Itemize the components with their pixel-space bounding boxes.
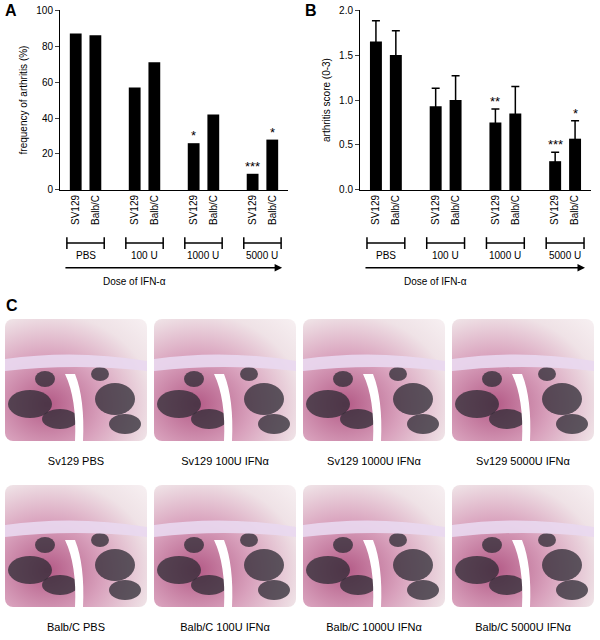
svg-text:*: * <box>270 125 275 140</box>
svg-text:1000 U: 1000 U <box>489 250 521 261</box>
svg-text:Balb/C: Balb/C <box>267 195 278 225</box>
svg-text:100: 100 <box>36 5 53 16</box>
svg-text:PBS: PBS <box>76 250 96 261</box>
svg-text:0.0: 0.0 <box>339 184 353 195</box>
svg-text:1.5: 1.5 <box>339 50 353 61</box>
svg-text:PBS: PBS <box>376 250 396 261</box>
svg-text:***: *** <box>548 137 563 152</box>
svg-text:B: B <box>305 2 317 19</box>
svg-text:100 U: 100 U <box>432 250 459 261</box>
svg-text:SV129: SV129 <box>549 195 560 225</box>
svg-text:5000 U: 5000 U <box>549 250 581 261</box>
html-text:Sv129 PBS: Sv129 PBS <box>47 455 105 467</box>
svg-text:*: * <box>191 128 196 143</box>
svg-text:Balb/C: Balb/C <box>450 195 461 225</box>
html-text:Balb/C 5000U IFNα: Balb/C 5000U IFNα <box>475 621 571 633</box>
svg-text:2.0: 2.0 <box>339 5 353 16</box>
svg-text:Balb/C: Balb/C <box>90 195 101 225</box>
svg-text:0: 0 <box>47 184 53 195</box>
svg-text:0.5: 0.5 <box>339 139 353 150</box>
svg-text:60: 60 <box>42 77 54 88</box>
svg-text:Balb/C: Balb/C <box>149 195 160 225</box>
svg-text:Dose of IFN-α: Dose of IFN-α <box>404 276 467 287</box>
html-text:Sv129 1000U IFNα: Sv129 1000U IFNα <box>327 455 421 467</box>
svg-text:Balb/C: Balb/C <box>569 195 580 225</box>
svg-text:SV129: SV129 <box>247 195 258 225</box>
svg-text:arthritis score (0-3): arthritis score (0-3) <box>321 58 332 142</box>
svg-text:Dose of IFN-α: Dose of IFN-α <box>103 276 166 287</box>
svg-text:5000 U: 5000 U <box>246 250 278 261</box>
svg-text:1.0: 1.0 <box>339 95 353 106</box>
html-text:Balb/C 1000U IFNα: Balb/C 1000U IFNα <box>326 621 422 633</box>
svg-text:SV129: SV129 <box>370 195 381 225</box>
svg-text:Balb/C: Balb/C <box>208 195 219 225</box>
svg-text:SV129: SV129 <box>70 195 81 225</box>
svg-text:100 U: 100 U <box>131 250 158 261</box>
svg-text:20: 20 <box>42 148 54 159</box>
svg-text:***: *** <box>245 159 260 174</box>
svg-text:SV129: SV129 <box>188 195 199 225</box>
svg-text:*: * <box>573 106 578 121</box>
svg-text:SV129: SV129 <box>430 195 441 225</box>
html-text:C: C <box>6 297 18 314</box>
svg-text:frequency of arthritis (%): frequency of arthritis (%) <box>18 46 29 155</box>
svg-text:SV129: SV129 <box>129 195 140 225</box>
html-text:Balb/C 100U IFNα: Balb/C 100U IFNα <box>180 621 270 633</box>
svg-text:Balb/C: Balb/C <box>390 195 401 225</box>
svg-text:Balb/C: Balb/C <box>510 195 521 225</box>
svg-text:80: 80 <box>42 41 54 52</box>
html-text:Sv129 100U IFNα: Sv129 100U IFNα <box>181 455 269 467</box>
svg-text:40: 40 <box>42 113 54 124</box>
html-text:Sv129 5000U IFNα: Sv129 5000U IFNα <box>476 455 570 467</box>
svg-text:1000 U: 1000 U <box>187 250 219 261</box>
svg-text:A: A <box>5 2 17 19</box>
svg-text:**: ** <box>490 94 500 109</box>
svg-text:SV129: SV129 <box>490 195 501 225</box>
html-text:Balb/C PBS: Balb/C PBS <box>47 621 105 633</box>
